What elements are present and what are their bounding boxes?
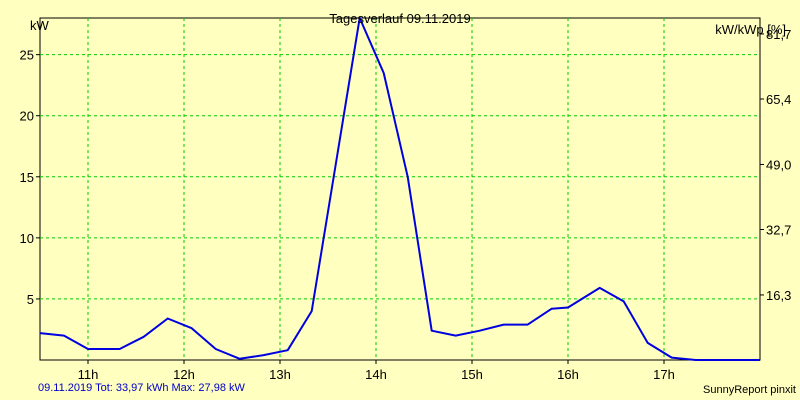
y-tick-label: 20 (20, 109, 34, 124)
y-tick-label: 10 (20, 231, 34, 246)
x-tick-label: 16h (557, 367, 579, 382)
plot-area (39, 17, 761, 361)
y2-tick-label: 16,3 (766, 288, 791, 303)
x-tick-label: 11h (78, 367, 99, 382)
footer-stats: 09.11.2019 Tot: 33,97 kWh Max: 27,98 kW (38, 382, 245, 394)
y-tick-label: 15 (20, 170, 34, 185)
y2-axis-ticks: 16,3 32,7 49,0 65,4 81,7 (760, 27, 791, 303)
y-axis-ticks: 5 10 15 20 25 (20, 48, 40, 307)
x-tick-label: 17h (653, 367, 675, 382)
footer-brand: SunnyReport pinxit (703, 384, 796, 396)
x-axis-ticks: 11h 12h 13h 14h 15h 16h 17h (78, 360, 675, 382)
y-axis-label: kW (30, 18, 49, 33)
y2-tick-label: 32,7 (766, 223, 791, 238)
y2-tick-label: 81,7 (766, 27, 791, 42)
x-tick-label: 12h (173, 367, 195, 382)
y2-tick-label: 65,4 (766, 92, 791, 107)
series-line (39, 17, 760, 361)
grid (40, 18, 760, 360)
series-group (39, 17, 761, 361)
x-tick-label: 13h (269, 367, 291, 382)
y-tick-label: 5 (27, 292, 34, 307)
x-tick-label: 15h (461, 367, 483, 382)
y-tick-label: 25 (20, 48, 34, 63)
y2-axis-label: kW/kWp [%] (715, 22, 786, 37)
x-tick-label: 14h (365, 367, 387, 382)
y2-tick-label: 49,0 (766, 157, 791, 172)
chart-title: Tagesverlauf 09.11.2019 (329, 11, 471, 26)
